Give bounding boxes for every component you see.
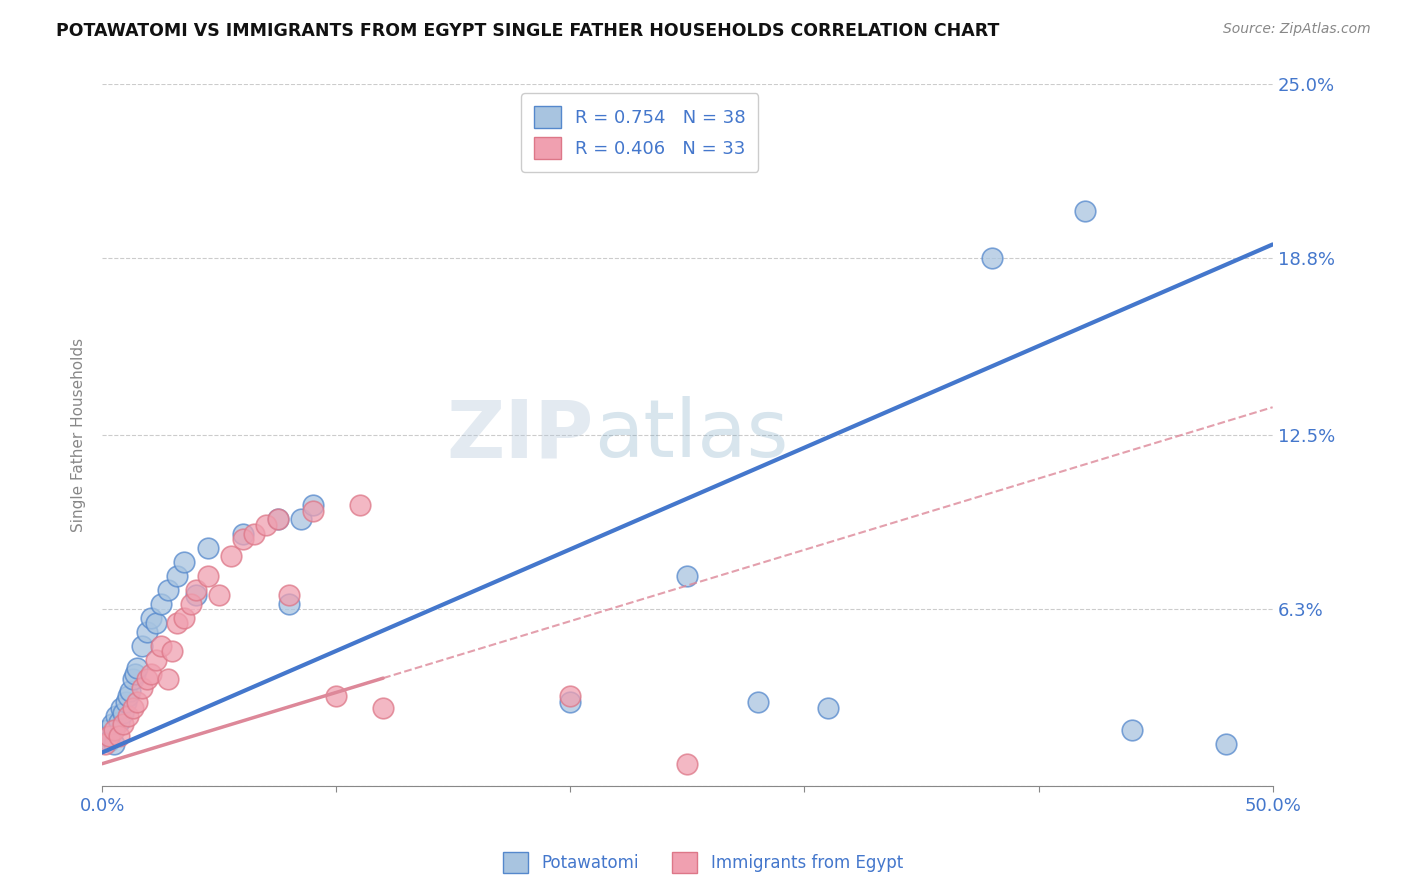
Point <box>371 700 394 714</box>
Point <box>103 737 125 751</box>
Point <box>107 714 129 729</box>
Text: atlas: atlas <box>593 396 789 475</box>
Point <box>267 512 290 526</box>
Point <box>197 568 219 582</box>
Point <box>162 644 184 658</box>
Point <box>145 616 167 631</box>
Point <box>114 695 136 709</box>
Point <box>560 690 582 704</box>
Point <box>254 518 277 533</box>
Point <box>149 597 172 611</box>
Point <box>131 639 153 653</box>
Point <box>141 611 163 625</box>
Text: ZIP: ZIP <box>447 396 593 475</box>
Point <box>127 695 149 709</box>
Text: POTAWATOMI VS IMMIGRANTS FROM EGYPT SINGLE FATHER HOUSEHOLDS CORRELATION CHART: POTAWATOMI VS IMMIGRANTS FROM EGYPT SING… <box>56 22 1000 40</box>
Point <box>96 723 118 737</box>
Point <box>1215 737 1237 751</box>
Point <box>349 499 371 513</box>
Point <box>676 568 699 582</box>
Point <box>112 706 135 721</box>
Point <box>1121 723 1143 737</box>
Legend: R = 0.754   N = 38, R = 0.406   N = 33: R = 0.754 N = 38, R = 0.406 N = 33 <box>520 94 758 172</box>
Point <box>278 588 301 602</box>
Point <box>278 597 301 611</box>
Point <box>243 526 266 541</box>
Point <box>267 512 290 526</box>
Point <box>302 504 325 518</box>
Point <box>676 756 699 771</box>
Point <box>127 661 149 675</box>
Point <box>980 252 1002 266</box>
Point <box>325 690 347 704</box>
Point <box>107 729 129 743</box>
Point <box>208 588 231 602</box>
Point <box>121 673 143 687</box>
Point <box>110 700 132 714</box>
Point <box>121 700 143 714</box>
Point <box>93 737 115 751</box>
Text: Source: ZipAtlas.com: Source: ZipAtlas.com <box>1223 22 1371 37</box>
Point <box>817 700 839 714</box>
Point <box>145 653 167 667</box>
Point <box>117 709 139 723</box>
Point <box>173 611 195 625</box>
Point <box>100 717 122 731</box>
Point <box>184 582 207 597</box>
Y-axis label: Single Father Households: Single Father Households <box>72 338 86 533</box>
Point <box>135 624 157 639</box>
Point <box>560 695 582 709</box>
Point <box>180 597 202 611</box>
Point <box>103 723 125 737</box>
Point <box>149 639 172 653</box>
Legend: Potawatomi, Immigrants from Egypt: Potawatomi, Immigrants from Egypt <box>496 846 910 880</box>
Point <box>131 681 153 695</box>
Point <box>98 729 121 743</box>
Point <box>1074 203 1097 218</box>
Point <box>232 532 254 546</box>
Point <box>173 555 195 569</box>
Point <box>232 526 254 541</box>
Point <box>117 690 139 704</box>
Point <box>105 709 128 723</box>
Point <box>141 666 163 681</box>
Point <box>747 695 769 709</box>
Point <box>219 549 242 563</box>
Point <box>93 729 115 743</box>
Point <box>302 499 325 513</box>
Point <box>124 666 146 681</box>
Point <box>112 717 135 731</box>
Point <box>290 512 312 526</box>
Point <box>197 541 219 555</box>
Point <box>120 683 142 698</box>
Point <box>156 673 179 687</box>
Point <box>135 673 157 687</box>
Point <box>166 616 188 631</box>
Point <box>184 588 207 602</box>
Point <box>156 582 179 597</box>
Point <box>98 734 121 748</box>
Point <box>166 568 188 582</box>
